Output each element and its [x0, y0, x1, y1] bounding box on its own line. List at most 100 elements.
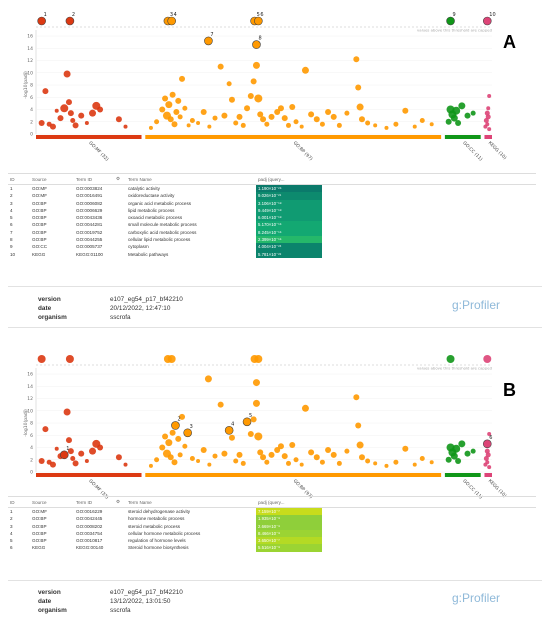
col-term-name[interactable]: Term Name	[126, 173, 256, 185]
row-source: GO:MF	[32, 186, 48, 191]
row-spacer	[322, 229, 536, 236]
row-options	[114, 185, 126, 193]
col-id[interactable]: ID	[8, 173, 30, 185]
data-point	[260, 116, 267, 123]
organism-label: organism	[38, 607, 67, 614]
row-padj: 5.170×10⁻¹⁶	[256, 221, 322, 229]
table-row[interactable]: 2 GO:BP GO:0042445 hormone metabolic proces…	[8, 515, 536, 523]
y-tick-label: 12	[27, 396, 33, 402]
table-row[interactable]: 4 GO:BP GO:0034754 cellular hormone metabol…	[8, 529, 536, 538]
date-label: date	[38, 598, 52, 605]
row-term-name: oxoacid metabolic process	[128, 215, 183, 221]
col-options-icon[interactable]: ⚙	[114, 173, 126, 185]
highlight-label: 10	[489, 12, 495, 18]
row-options	[114, 243, 126, 250]
data-point	[393, 121, 399, 127]
group-label: GO:MF (32)	[87, 140, 110, 163]
col-term-id[interactable]: Term ID	[74, 496, 114, 508]
col-term-name[interactable]: Term Name	[126, 496, 256, 508]
col-padj[interactable]: padj (query...	[256, 173, 322, 185]
highlighted-point	[204, 36, 213, 46]
table-row[interactable]: 10 KEGG KEGG:01100 Metabolic pathways 5.781×…	[8, 250, 536, 258]
highlight-label: 5	[257, 12, 260, 18]
table-row[interactable]: 5 GO:BP GO:0043436 oxoacid metabolic proces…	[8, 214, 536, 222]
table-row[interactable]: 1 GO:MF GO:0016229 steroid dehydrogenase ac…	[8, 507, 536, 516]
row-spacer	[322, 185, 536, 193]
col-id[interactable]: ID	[8, 496, 30, 508]
data-point	[257, 111, 264, 118]
data-point	[250, 78, 257, 85]
data-point	[353, 394, 360, 401]
data-point	[373, 123, 378, 128]
col-options-icon[interactable]: ⚙	[114, 496, 126, 508]
data-point	[189, 118, 195, 124]
data-point	[123, 462, 128, 467]
col-spacer	[322, 173, 536, 185]
col-source[interactable]: Source	[30, 173, 74, 185]
data-point	[483, 118, 489, 124]
row-spacer	[322, 523, 536, 530]
row-padj: 3.650×10⁻⁷	[256, 537, 322, 545]
table-row[interactable]: 4 GO:BP GO:0006629 lipid metabolic process 9…	[8, 206, 536, 215]
table-row[interactable]: 8 GO:BP GO:0044255 cellular lipid metabolic…	[8, 236, 536, 244]
row-options	[114, 515, 126, 522]
row-options	[114, 229, 126, 236]
table-row[interactable]: 3 GO:BP GO:0006082 organic acid metabolic p…	[8, 199, 536, 207]
group-bar	[444, 135, 481, 139]
data-point	[487, 127, 492, 132]
data-point	[319, 459, 325, 465]
row-spacer	[322, 515, 536, 522]
data-point	[330, 113, 337, 120]
table-row[interactable]: 1 GO:MF GO:0003824 catalytic activity 1.190×…	[8, 184, 536, 193]
table-row[interactable]: 2 GO:MF GO:0016491 oxidoreductase activity 9…	[8, 192, 536, 200]
row-padj: 4.004×10⁻²³	[256, 243, 322, 251]
highlighted-point	[37, 16, 46, 26]
row-term-name: carboxylic acid metabolic process	[128, 229, 197, 235]
row-term-name: cytoplasm	[128, 244, 149, 250]
data-point	[179, 75, 186, 82]
table-row[interactable]: 3 GO:BP GO:0008202 steroid metabolic proces…	[8, 522, 536, 530]
row-spacer	[322, 207, 536, 214]
data-point	[344, 110, 350, 116]
data-point	[57, 115, 64, 122]
table-row[interactable]: 5 GO:BP GO:0010817 regulation of hormone le…	[8, 537, 536, 545]
col-source[interactable]: Source	[30, 496, 74, 508]
y-tick-label: 2	[30, 119, 33, 125]
row-term-id: KEGG:00140	[76, 545, 104, 551]
row-term-id: GO:0005737	[76, 244, 103, 250]
highlight-label: 9	[453, 12, 456, 18]
row-source: GO:BP	[32, 207, 47, 213]
data-point	[257, 449, 264, 456]
table-row[interactable]: 6 KEGG KEGG:00140 Steroid hormone biosynthe…	[8, 544, 536, 552]
data-point	[402, 445, 409, 452]
data-point	[365, 120, 371, 126]
data-point	[356, 103, 364, 111]
data-point	[455, 457, 462, 464]
highlighted-point	[482, 439, 492, 449]
data-point	[274, 446, 281, 453]
row-options	[114, 530, 126, 537]
data-point	[196, 458, 201, 463]
row-source: GO:MF	[32, 509, 48, 514]
data-point	[301, 404, 309, 412]
row-term-name: Metabolic pathways	[128, 251, 169, 257]
y-tick-label: 10	[27, 70, 33, 76]
data-point	[483, 355, 492, 363]
row-spacer	[322, 221, 536, 228]
col-term-id[interactable]: Term ID	[74, 173, 114, 185]
row-term-id: KEGG:01100	[76, 251, 103, 257]
data-point	[452, 444, 461, 453]
highlight-label: 7	[210, 32, 213, 38]
row-source: GO:CC	[32, 244, 48, 250]
data-point	[330, 451, 337, 458]
table-row[interactable]: 7 GO:BP GO:0019752 carboxylic acid metaboli…	[8, 228, 536, 237]
col-padj[interactable]: padj (query...	[256, 496, 322, 508]
data-point	[445, 118, 452, 125]
y-tick-label: 4	[30, 445, 33, 451]
data-point	[54, 446, 59, 451]
table-row[interactable]: 9 GO:CC GO:0005737 cytoplasm 4.004×10⁻²³	[8, 243, 536, 251]
row-term-name: hormone metabolic process	[128, 516, 185, 522]
row-options	[114, 192, 126, 199]
table-row[interactable]: 6 GO:BP GO:0044281 small molecule metabolic…	[8, 221, 536, 229]
data-point	[252, 61, 260, 69]
